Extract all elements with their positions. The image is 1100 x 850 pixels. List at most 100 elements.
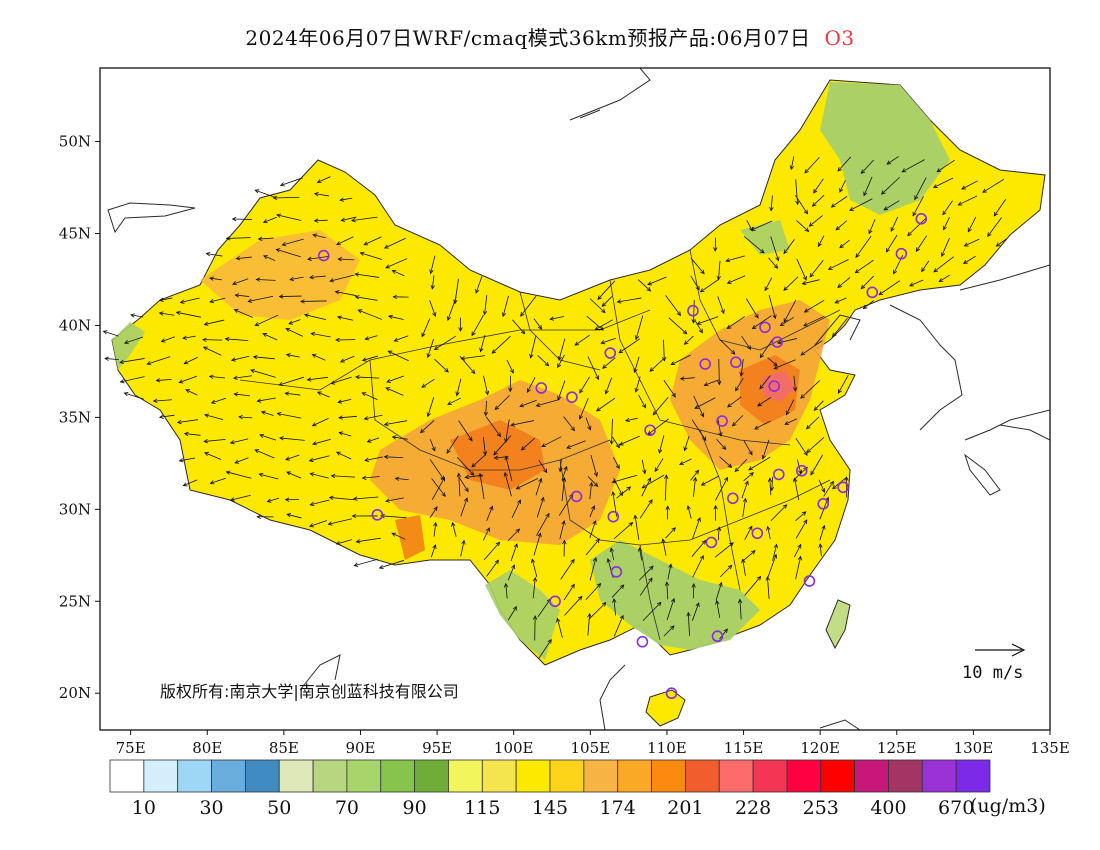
- wind-arrow: [520, 295, 537, 317]
- wind-arrow-head: [694, 469, 700, 475]
- wind-arrow: [379, 559, 405, 569]
- wind-arrow-head: [783, 249, 788, 255]
- wind-arrow: [649, 358, 664, 372]
- wind-arrow-head: [255, 277, 261, 282]
- wind-arrow: [855, 235, 872, 258]
- wind-arrow-head: [285, 353, 291, 358]
- wind-arrow-head: [809, 272, 814, 278]
- wind-arrow: [665, 295, 681, 316]
- wind-arrow-head: [860, 169, 866, 175]
- wind-arrow-head: [563, 465, 568, 471]
- wind-arrow-head: [676, 311, 681, 317]
- lon-tick-label: 100E: [494, 739, 534, 757]
- wind-arrow-head: [330, 380, 336, 385]
- wind-arrow-head: [493, 450, 498, 456]
- wind-arrow: [693, 477, 696, 497]
- wind-arrow: [184, 433, 201, 436]
- wind-arrow-head: [915, 247, 921, 252]
- wind-arrow-head: [792, 387, 798, 392]
- wind-arrow: [340, 197, 353, 201]
- wind-arrow-head: [231, 281, 237, 286]
- title-species: O3: [824, 26, 855, 50]
- wind-arrow: [809, 215, 823, 227]
- wind-arrow-head: [648, 577, 653, 583]
- wind-arrow-head: [284, 497, 290, 502]
- wind-arrow-head: [618, 441, 624, 446]
- wind-arrow: [668, 317, 687, 335]
- wind-arrow-head: [178, 379, 184, 384]
- wind-arrow-head: [256, 398, 262, 403]
- wind-arrow-head: [670, 361, 676, 366]
- monitoring-site-marker: [317, 249, 330, 262]
- monitoring-site-marker: [730, 356, 742, 369]
- wind-arrow: [839, 239, 850, 248]
- wind-arrow-head: [383, 421, 389, 427]
- wind-arrow-head: [804, 168, 809, 174]
- wind-arrow-head: [773, 365, 779, 370]
- wind-arrow-head: [982, 188, 987, 193]
- wind-arrow-head: [641, 403, 646, 409]
- wind-arrow-head: [309, 472, 315, 477]
- wind-arrow-head: [482, 451, 488, 456]
- wind-arrow: [767, 576, 770, 600]
- wind-arrow-head: [893, 269, 898, 275]
- wind-arrow-head: [764, 286, 769, 292]
- wind-arrow: [589, 557, 597, 581]
- wind-arrow: [625, 417, 638, 422]
- wind-arrow-head: [616, 299, 622, 304]
- wind-arrow-head: [800, 351, 806, 356]
- wind-arrow-head: [890, 227, 895, 232]
- wind-arrow-head: [641, 484, 647, 489]
- wind-arrow-head: [119, 359, 124, 365]
- wind-arrow-head: [744, 480, 749, 486]
- colorbar-swatch: [177, 759, 212, 793]
- wind-arrow-head: [511, 564, 516, 570]
- wind-arrow-head: [785, 410, 790, 416]
- wind-arrow: [563, 416, 575, 431]
- colorbar-swatch: [346, 759, 382, 793]
- wind-arrow: [279, 376, 304, 386]
- wind-arrow-head: [611, 479, 617, 484]
- wind-arrow-head: [700, 481, 706, 486]
- wind-arrow: [230, 494, 251, 501]
- wind-arrow-head: [604, 389, 609, 395]
- lon-tick-label: 135E: [1030, 739, 1070, 757]
- wind-arrow-head: [391, 532, 397, 537]
- wind-arrow: [353, 496, 379, 500]
- wind-arrow-head: [679, 461, 684, 466]
- wind-arrow-head: [361, 392, 367, 397]
- wind-arrow: [743, 236, 765, 254]
- wind-arrow-head: [649, 565, 654, 571]
- colorbar: [109, 759, 991, 793]
- wind-arrow-head: [868, 229, 873, 235]
- wind-arrow-head: [562, 539, 567, 545]
- wind-arrow: [147, 356, 171, 365]
- wind-arrow-head: [751, 324, 757, 330]
- wind-arrow-head: [942, 210, 947, 216]
- wind-arrow-head: [254, 449, 260, 454]
- wind-arrow-head: [257, 236, 263, 241]
- wind-arrow: [641, 459, 646, 474]
- wind-arrow: [719, 628, 728, 640]
- wind-arrow: [933, 177, 954, 188]
- colorbar-swatch: [786, 759, 822, 793]
- wind-arrow-head: [354, 272, 360, 277]
- wind-arrow: [314, 219, 328, 222]
- wind-arrow: [634, 356, 640, 373]
- wind-arrow: [471, 314, 484, 336]
- wind-arrow: [687, 612, 690, 637]
- wind-arrow: [601, 337, 616, 344]
- wind-arrow-head: [783, 318, 788, 323]
- wind-arrow: [460, 498, 468, 517]
- wind-arrow-head: [285, 327, 291, 332]
- wind-arrow: [610, 548, 615, 561]
- wind-arrow: [806, 416, 820, 430]
- wind-arrow: [795, 437, 808, 456]
- wind-arrow-head: [224, 336, 230, 342]
- wind-arrow-head: [592, 520, 597, 525]
- wind-arrow: [386, 375, 404, 383]
- wind-arrow-head: [806, 448, 811, 454]
- wind-arrow: [511, 499, 521, 519]
- wind-arrow-head: [520, 446, 526, 451]
